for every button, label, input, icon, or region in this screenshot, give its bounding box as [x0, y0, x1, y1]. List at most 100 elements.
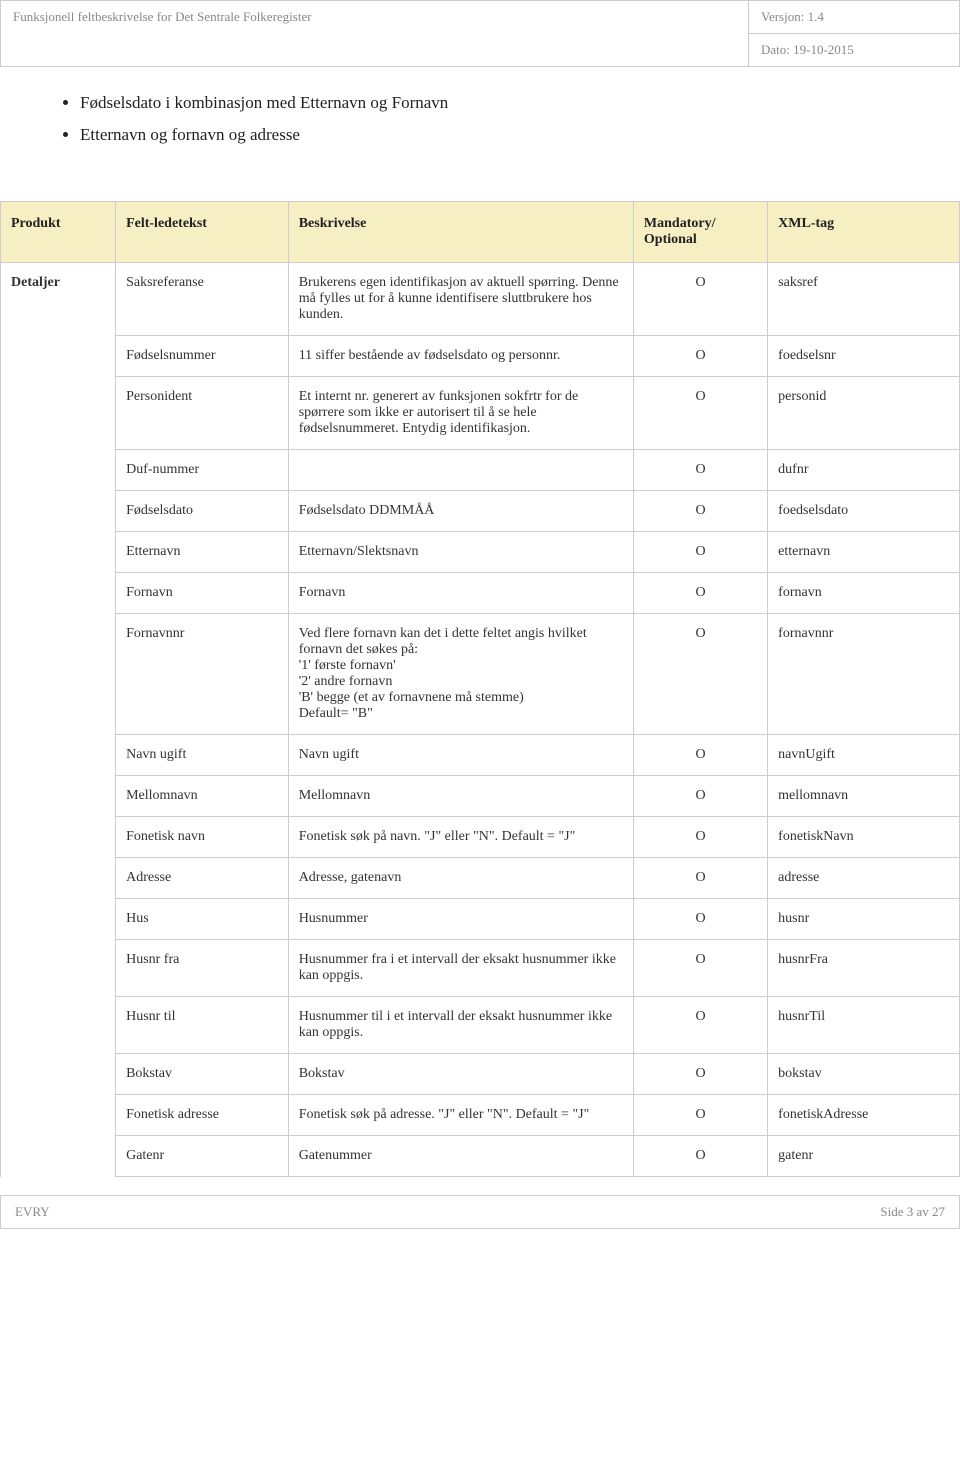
cell-mandatory: O [633, 450, 767, 491]
footer-left: EVRY [15, 1204, 50, 1220]
cell-xml: foedselsdato [768, 491, 960, 532]
fields-table: Produkt Felt-ledetekst Beskrivelse Manda… [0, 201, 960, 1177]
th-produkt: Produkt [1, 202, 116, 263]
cell-xml: personid [768, 377, 960, 450]
cell-xml: fornavn [768, 573, 960, 614]
table-row: Fonetisk adresseFonetisk søk på adresse.… [1, 1095, 960, 1136]
cell-beskrivelse: Husnummer fra i et intervall der eksakt … [288, 940, 633, 997]
cell-felt: Personident [116, 377, 289, 450]
cell-produkt [1, 1136, 116, 1177]
cell-beskrivelse: Navn ugift [288, 735, 633, 776]
table-row: BokstavBokstavObokstav [1, 1054, 960, 1095]
cell-xml: fonetiskNavn [768, 817, 960, 858]
cell-felt: Duf-nummer [116, 450, 289, 491]
cell-mandatory: O [633, 776, 767, 817]
page-footer: EVRY Side 3 av 27 [0, 1195, 960, 1229]
footer-right: Side 3 av 27 [880, 1204, 945, 1220]
table-row: FornavnFornavnOfornavn [1, 573, 960, 614]
cell-produkt [1, 1095, 116, 1136]
cell-xml: fonetiskAdresse [768, 1095, 960, 1136]
cell-mandatory: O [633, 573, 767, 614]
cell-produkt [1, 735, 116, 776]
table-row: HusHusnummerOhusnr [1, 899, 960, 940]
cell-produkt [1, 776, 116, 817]
cell-felt: Navn ugift [116, 735, 289, 776]
cell-felt: Fødselsnummer [116, 336, 289, 377]
cell-produkt [1, 336, 116, 377]
cell-xml: husnrTil [768, 997, 960, 1054]
cell-beskrivelse: Brukerens egen identifikasjon av aktuell… [288, 263, 633, 336]
header-date: Dato: 19-10-2015 [749, 34, 960, 67]
cell-xml: husnr [768, 899, 960, 940]
th-mandatory: Mandatory/ Optional [633, 202, 767, 263]
cell-produkt [1, 573, 116, 614]
cell-xml: dufnr [768, 450, 960, 491]
cell-beskrivelse: Mellomnavn [288, 776, 633, 817]
cell-xml: adresse [768, 858, 960, 899]
table-body: DetaljerSaksreferanseBrukerens egen iden… [1, 263, 960, 1177]
cell-produkt [1, 1054, 116, 1095]
cell-mandatory: O [633, 997, 767, 1054]
cell-produkt [1, 614, 116, 735]
table-row: DetaljerSaksreferanseBrukerens egen iden… [1, 263, 960, 336]
table-row: Fonetisk navnFonetisk søk på navn. "J" e… [1, 817, 960, 858]
cell-produkt [1, 450, 116, 491]
cell-beskrivelse: Fornavn [288, 573, 633, 614]
cell-beskrivelse: Etternavn/Slektsnavn [288, 532, 633, 573]
header-title: Funksjonell feltbeskrivelse for Det Sent… [1, 1, 749, 67]
cell-mandatory: O [633, 532, 767, 573]
cell-mandatory: O [633, 940, 767, 997]
cell-felt: Fonetisk navn [116, 817, 289, 858]
cell-produkt [1, 997, 116, 1054]
cell-xml: foedselsnr [768, 336, 960, 377]
cell-beskrivelse: Fonetisk søk på navn. "J" eller "N". Def… [288, 817, 633, 858]
cell-produkt [1, 532, 116, 573]
table-row: FornavnnrVed flere fornavn kan det i det… [1, 614, 960, 735]
cell-felt: Etternavn [116, 532, 289, 573]
bullet-item: Etternavn og fornavn og adresse [80, 119, 920, 151]
cell-felt: Husnr til [116, 997, 289, 1054]
document-header: Funksjonell feltbeskrivelse for Det Sent… [0, 0, 960, 67]
table-row: Navn ugiftNavn ugiftOnavnUgift [1, 735, 960, 776]
cell-beskrivelse: Fødselsdato DDMMÅÅ [288, 491, 633, 532]
cell-mandatory: O [633, 263, 767, 336]
cell-beskrivelse: Gatenummer [288, 1136, 633, 1177]
cell-felt: Fornavnnr [116, 614, 289, 735]
cell-beskrivelse: Husnummer til i et intervall der eksakt … [288, 997, 633, 1054]
cell-mandatory: O [633, 735, 767, 776]
cell-beskrivelse: Ved flere fornavn kan det i dette feltet… [288, 614, 633, 735]
bullet-list: Fødselsdato i kombinasjon med Etternavn … [40, 87, 920, 151]
cell-beskrivelse: 11 siffer bestående av fødselsdato og pe… [288, 336, 633, 377]
table-row: MellomnavnMellomnavnOmellomnavn [1, 776, 960, 817]
cell-felt: Mellomnavn [116, 776, 289, 817]
cell-mandatory: O [633, 614, 767, 735]
cell-xml: bokstav [768, 1054, 960, 1095]
cell-produkt [1, 940, 116, 997]
cell-mandatory: O [633, 377, 767, 450]
cell-felt: Gatenr [116, 1136, 289, 1177]
cell-produkt [1, 491, 116, 532]
cell-mandatory: O [633, 491, 767, 532]
cell-felt: Fødselsdato [116, 491, 289, 532]
cell-beskrivelse: Et internt nr. generert av funksjonen so… [288, 377, 633, 450]
cell-beskrivelse [288, 450, 633, 491]
cell-produkt [1, 899, 116, 940]
table-row: PersonidentEt internt nr. generert av fu… [1, 377, 960, 450]
table-row: FødselsdatoFødselsdato DDMMÅÅOfoedselsda… [1, 491, 960, 532]
cell-xml: gatenr [768, 1136, 960, 1177]
cell-felt: Hus [116, 899, 289, 940]
cell-beskrivelse: Bokstav [288, 1054, 633, 1095]
th-xml: XML-tag [768, 202, 960, 263]
th-felt: Felt-ledetekst [116, 202, 289, 263]
cell-xml: husnrFra [768, 940, 960, 997]
cell-xml: saksref [768, 263, 960, 336]
cell-mandatory: O [633, 858, 767, 899]
bullet-item: Fødselsdato i kombinasjon med Etternavn … [80, 87, 920, 119]
cell-mandatory: O [633, 899, 767, 940]
cell-mandatory: O [633, 817, 767, 858]
cell-mandatory: O [633, 1054, 767, 1095]
cell-xml: etternavn [768, 532, 960, 573]
cell-felt: Fornavn [116, 573, 289, 614]
cell-produkt [1, 377, 116, 450]
cell-felt: Saksreferanse [116, 263, 289, 336]
